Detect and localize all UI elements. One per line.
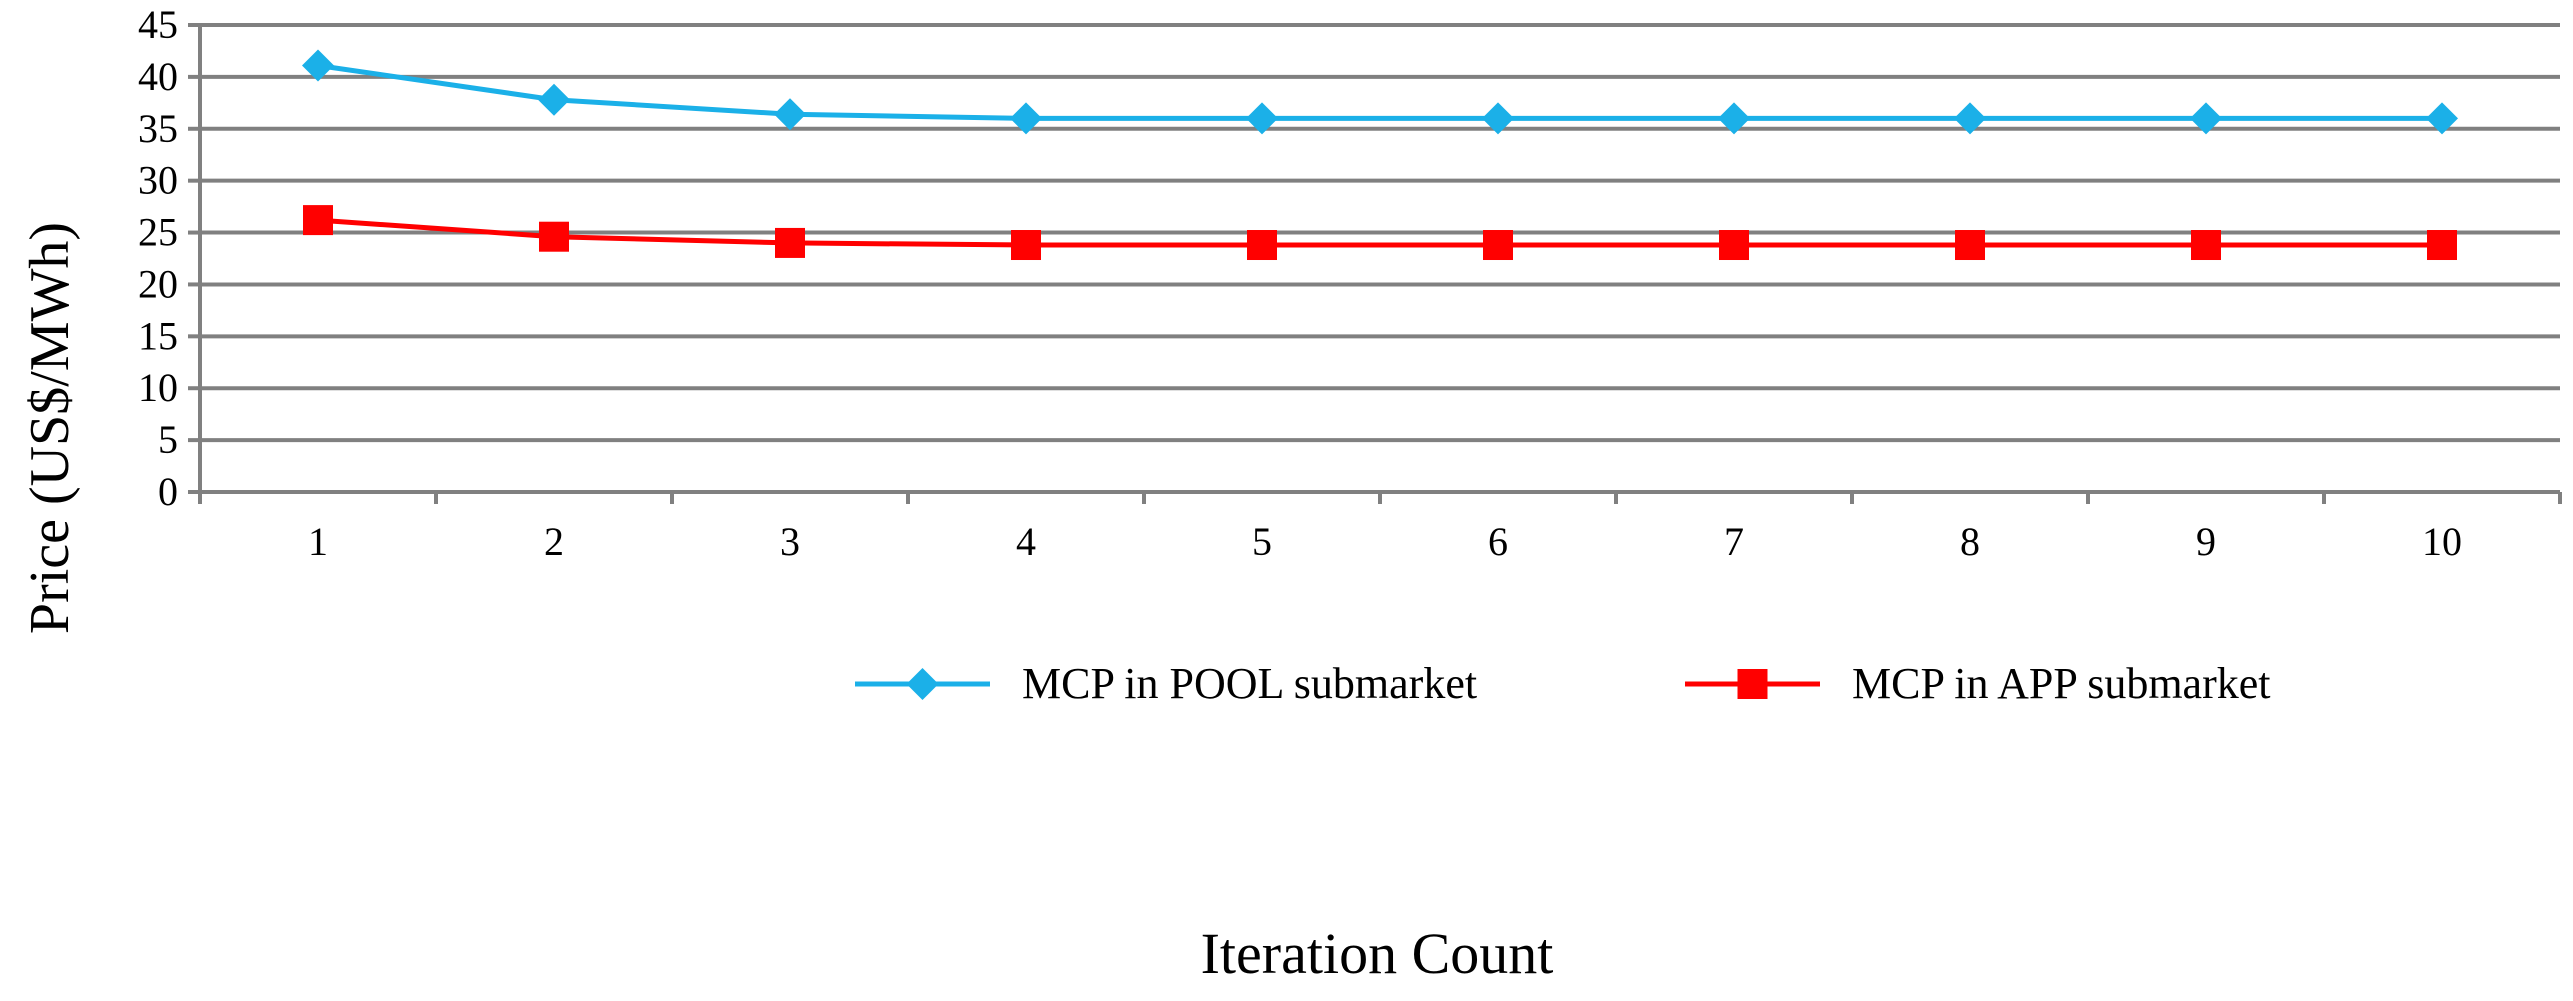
data-point-diamond [2190,102,2222,135]
legend-diamond-marker [906,668,939,700]
series-line [317,217,2442,248]
x-axis-title: Iteration Count [1201,921,1554,986]
data-point-diamond [538,83,570,116]
y-tick-label: 25 [138,210,178,255]
y-tick-label: 15 [138,313,178,358]
legend-item-pool: MCP in POOL submarket [855,659,1477,708]
data-point-diamond [1718,102,1750,135]
data-point-square [775,227,805,258]
y-tick-label: 5 [158,417,178,462]
x-tick-label: 1 [308,519,328,564]
grid-layer [200,23,2560,494]
y-tick-label: 20 [138,261,178,306]
y-tick-label: 0 [158,469,178,514]
data-point-square [1247,230,1277,261]
data-point-diamond [1010,102,1042,135]
series-pool [302,49,2458,135]
y-tick-label: 30 [138,158,178,203]
data-point-square [303,205,333,236]
data-point-diamond [2426,102,2458,135]
x-tick-label: 2 [544,519,564,564]
x-tick-label: 5 [1252,519,1272,564]
y-tick-label: 45 [138,2,178,47]
data-point-diamond [302,49,334,82]
x-tick-label: 3 [780,519,800,564]
data-point-diamond [1482,102,1514,135]
data-point-square [1719,230,1749,261]
data-point-square [1011,230,1041,261]
y-tick-label: 40 [138,54,178,99]
x-tick-label: 6 [1488,519,1508,564]
data-point-square [1955,230,1985,261]
y-axis-title: Price (US$/MWh) [19,222,81,634]
x-tick-label: 9 [2196,519,2216,564]
x-tick-label: 7 [1724,519,1744,564]
data-point-square [1483,230,1513,261]
series-line [317,62,2442,121]
legend-label: MCP in APP submarket [1852,659,2270,708]
x-tick-label: 8 [1960,519,1980,564]
series-app [303,205,2457,261]
y-tick-label: 10 [138,365,178,410]
x-tick-label: 4 [1016,519,1036,564]
x-tick-label: 10 [2422,519,2462,564]
legend-square-marker [1737,669,1768,699]
data-point-square [2427,230,2457,261]
legend: MCP in POOL submarket MCP in APP submarke… [855,659,2270,708]
legend-label: MCP in POOL submarket [1022,659,1477,708]
data-point-diamond [774,98,806,131]
data-point-diamond [1954,102,1986,135]
data-point-square [2191,230,2221,261]
data-point-square [539,221,569,252]
legend-item-app: MCP in APP submarket [1685,659,2270,708]
data-point-diamond [1246,102,1278,135]
y-tick-label: 35 [138,106,178,151]
series-layer [302,49,2458,261]
